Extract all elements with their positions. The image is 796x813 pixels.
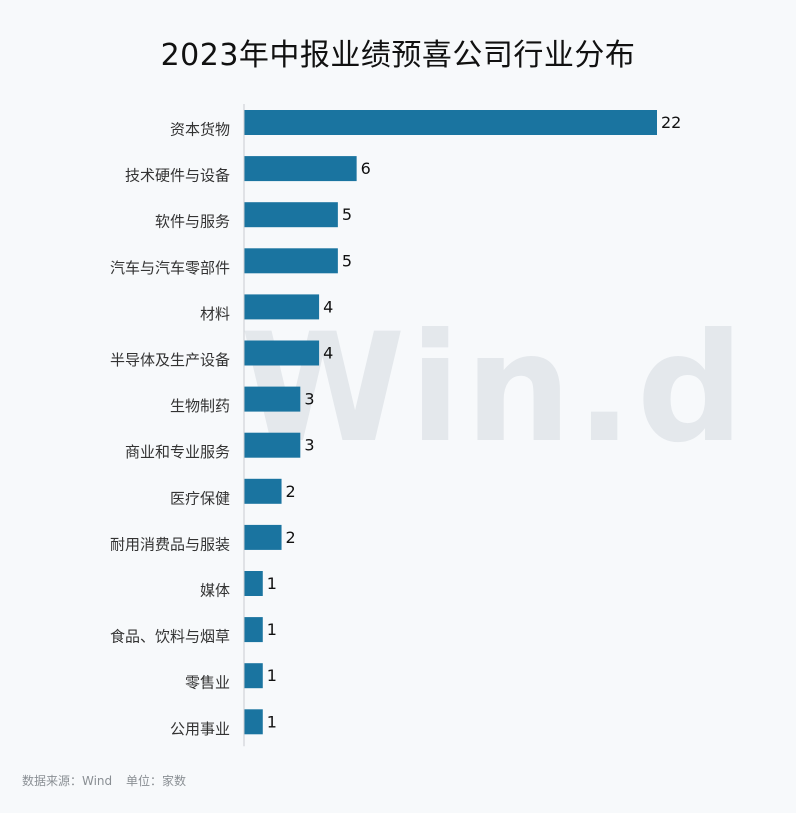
watermark-text: Win.d <box>240 302 748 476</box>
category-label: 商业和专业服务 <box>125 443 230 461</box>
footer: 数据来源：Wind 单位：家数 <box>22 772 196 789</box>
category-label: 公用事业 <box>170 720 230 738</box>
value-label: 5 <box>342 205 352 224</box>
value-label: 22 <box>661 113 681 132</box>
value-label: 3 <box>304 390 314 409</box>
value-label: 6 <box>361 159 371 178</box>
bar-8 <box>244 478 282 504</box>
bar-0 <box>244 110 657 135</box>
source-note: 数据来源：Wind <box>22 774 113 788</box>
value-label: 4 <box>323 344 333 363</box>
value-label: 3 <box>304 436 314 455</box>
category-label: 资本货物 <box>170 121 230 139</box>
value-label: 1 <box>267 712 277 731</box>
value-label: 2 <box>286 482 296 501</box>
bar-1 <box>244 156 357 182</box>
category-label: 材料 <box>200 305 230 323</box>
value-label: 1 <box>267 620 277 639</box>
category-label: 零售业 <box>185 674 230 692</box>
bar-13 <box>244 709 263 735</box>
bar-7 <box>244 432 301 458</box>
category-label: 半导体及生产设备 <box>110 351 230 369</box>
category-label: 汽车与汽车零部件 <box>110 259 230 277</box>
bar-12 <box>244 663 263 689</box>
category-label: 生物制药 <box>170 397 230 415</box>
chart-title: 2023年中报业绩预喜公司行业分布 <box>160 38 636 73</box>
value-label: 5 <box>342 251 352 270</box>
bar-5 <box>244 340 320 366</box>
bar-2 <box>244 202 338 228</box>
category-label: 技术硬件与设备 <box>125 167 230 185</box>
value-label: 1 <box>267 666 277 685</box>
value-label: 1 <box>267 574 277 593</box>
value-label: 4 <box>323 297 333 316</box>
bar-11 <box>244 617 263 643</box>
category-label: 耐用消费品与服装 <box>110 535 230 553</box>
bar-6 <box>244 386 301 412</box>
bar-4 <box>244 294 320 320</box>
value-label: 2 <box>286 528 296 547</box>
category-label: 食品、饮料与烟草 <box>110 628 230 646</box>
bar-3 <box>244 248 338 274</box>
category-label: 软件与服务 <box>155 213 230 231</box>
bar-10 <box>244 571 263 596</box>
category-label: 媒体 <box>200 582 230 600</box>
bar-9 <box>244 524 282 550</box>
unit-note: 单位：家数 <box>126 774 187 788</box>
category-label: 医疗保健 <box>170 489 230 507</box>
